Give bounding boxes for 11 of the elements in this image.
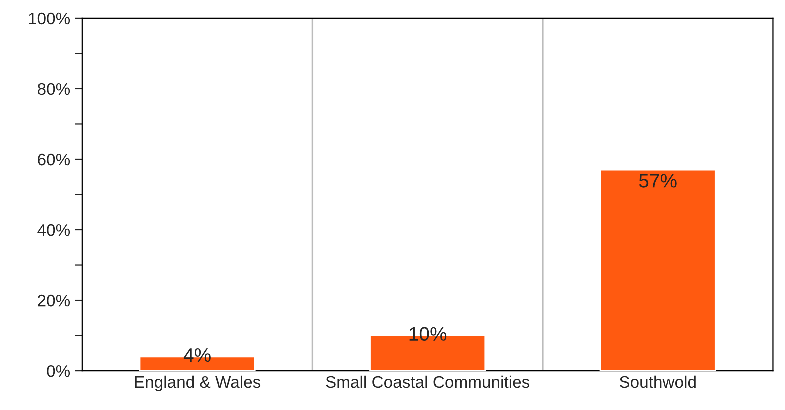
x-tick-label: England & Wales	[135, 376, 261, 392]
data-label: 57%	[639, 174, 677, 188]
y-tick-label: 40%	[38, 224, 70, 236]
y-tick-label: 80%	[38, 83, 70, 96]
x-tick-label: Southwold	[620, 376, 696, 388]
bar	[600, 169, 716, 372]
y-tick-label: 20%	[38, 294, 70, 307]
y-tick-label: 100%	[29, 12, 70, 25]
y-tick-label: 0%	[47, 365, 70, 378]
y-tick-label: 60%	[38, 154, 70, 166]
x-tick-label: Small Coastal Communities	[326, 376, 530, 388]
